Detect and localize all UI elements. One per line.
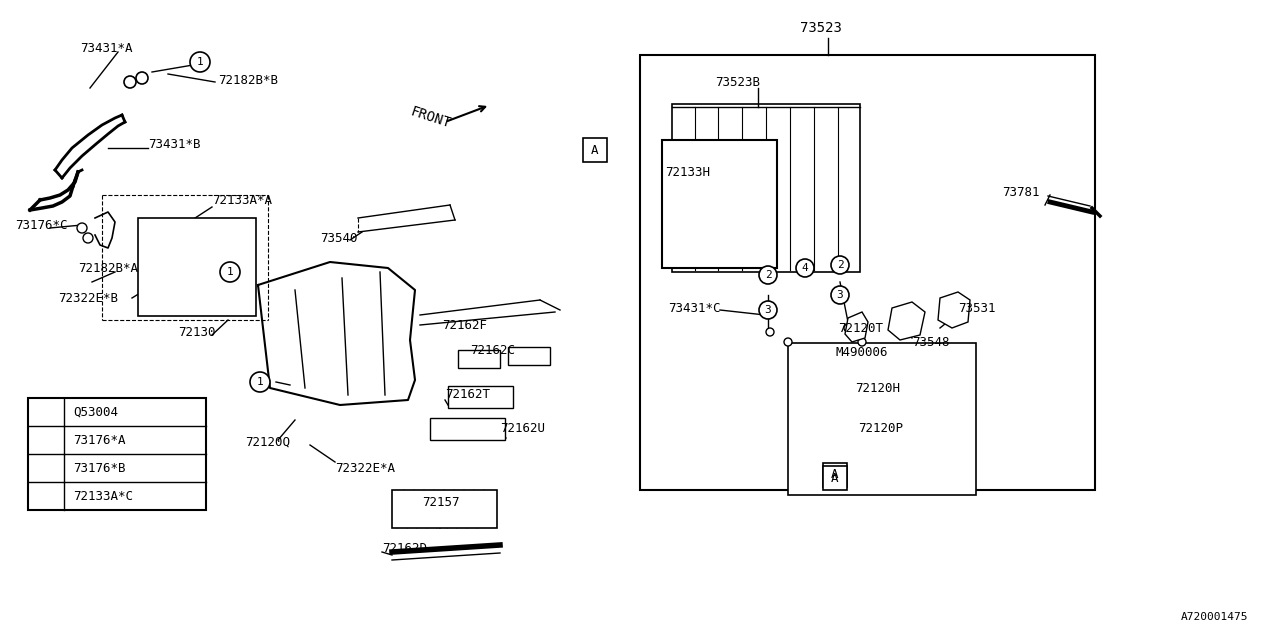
Circle shape bbox=[189, 52, 210, 72]
Bar bbox=[672, 104, 860, 272]
Text: 1: 1 bbox=[197, 57, 204, 67]
Text: 72133A*A: 72133A*A bbox=[212, 193, 273, 207]
Text: 3: 3 bbox=[764, 305, 772, 315]
Text: 72182B*A: 72182B*A bbox=[78, 262, 138, 275]
Circle shape bbox=[36, 458, 56, 478]
Text: 72120Q: 72120Q bbox=[244, 435, 291, 449]
Circle shape bbox=[220, 262, 241, 282]
Circle shape bbox=[858, 338, 867, 346]
Bar bbox=[823, 463, 847, 487]
Text: 72157: 72157 bbox=[422, 495, 460, 509]
Text: 73540: 73540 bbox=[320, 232, 357, 244]
Text: 73176*A: 73176*A bbox=[73, 433, 125, 447]
Text: 72162F: 72162F bbox=[442, 319, 486, 332]
Text: 3: 3 bbox=[837, 290, 844, 300]
Bar bbox=[508, 347, 550, 365]
Text: 4: 4 bbox=[801, 263, 809, 273]
Text: 72120P: 72120P bbox=[858, 422, 902, 435]
Circle shape bbox=[250, 372, 270, 392]
Text: 73431*C: 73431*C bbox=[668, 301, 721, 314]
Bar bbox=[448, 386, 513, 408]
Text: 72322E*B: 72322E*B bbox=[58, 291, 118, 305]
Bar bbox=[28, 398, 206, 510]
Text: 72182B*B: 72182B*B bbox=[218, 74, 278, 86]
Bar bbox=[138, 218, 256, 316]
Circle shape bbox=[844, 324, 852, 332]
Circle shape bbox=[36, 430, 56, 450]
Bar bbox=[823, 466, 847, 490]
Text: 3: 3 bbox=[42, 463, 50, 473]
Circle shape bbox=[765, 328, 774, 336]
Polygon shape bbox=[888, 302, 925, 340]
Circle shape bbox=[759, 301, 777, 319]
Text: A720001475: A720001475 bbox=[1180, 612, 1248, 622]
Bar bbox=[430, 418, 506, 440]
Text: 73176*C: 73176*C bbox=[15, 218, 68, 232]
Text: 72120T: 72120T bbox=[838, 321, 883, 335]
Text: 73431*A: 73431*A bbox=[81, 42, 133, 54]
Bar bbox=[788, 343, 977, 495]
Text: 72130: 72130 bbox=[178, 326, 215, 339]
Bar bbox=[458, 350, 500, 368]
Circle shape bbox=[36, 486, 56, 506]
Circle shape bbox=[83, 233, 93, 243]
Bar bbox=[640, 55, 1094, 490]
Text: 1: 1 bbox=[256, 377, 264, 387]
Text: 73176*B: 73176*B bbox=[73, 461, 125, 474]
Text: 72162D: 72162D bbox=[381, 541, 428, 554]
Text: 72162T: 72162T bbox=[445, 388, 490, 401]
Text: 72162C: 72162C bbox=[470, 344, 515, 356]
Text: Q53004: Q53004 bbox=[73, 406, 118, 419]
Text: A: A bbox=[591, 143, 599, 157]
Text: FRONT: FRONT bbox=[408, 105, 452, 131]
Circle shape bbox=[796, 259, 814, 277]
Text: 73548: 73548 bbox=[913, 335, 950, 349]
Text: M490006: M490006 bbox=[835, 346, 887, 358]
Circle shape bbox=[36, 402, 56, 422]
Circle shape bbox=[136, 72, 148, 84]
Circle shape bbox=[124, 76, 136, 88]
Text: 72120H: 72120H bbox=[855, 381, 900, 394]
Circle shape bbox=[831, 256, 849, 274]
Text: 73523: 73523 bbox=[800, 21, 842, 35]
Text: A: A bbox=[831, 468, 838, 481]
Text: 2: 2 bbox=[42, 435, 50, 445]
Text: A: A bbox=[831, 472, 838, 484]
Bar bbox=[392, 490, 497, 528]
Text: 2: 2 bbox=[764, 270, 772, 280]
Text: 72322E*A: 72322E*A bbox=[335, 461, 396, 474]
Circle shape bbox=[785, 338, 792, 346]
Polygon shape bbox=[938, 292, 970, 328]
Text: 73531: 73531 bbox=[957, 301, 996, 314]
Bar bbox=[662, 140, 777, 268]
Text: 1: 1 bbox=[227, 267, 233, 277]
Text: 72162U: 72162U bbox=[500, 422, 545, 435]
Circle shape bbox=[759, 266, 777, 284]
Circle shape bbox=[77, 223, 87, 233]
Text: 72133A*C: 72133A*C bbox=[73, 490, 133, 502]
Polygon shape bbox=[845, 312, 868, 342]
Bar bbox=[582, 138, 607, 162]
Text: 2: 2 bbox=[837, 260, 844, 270]
Text: 73431*B: 73431*B bbox=[148, 138, 201, 150]
Text: 72133H: 72133H bbox=[666, 166, 710, 179]
Circle shape bbox=[831, 286, 849, 304]
Text: 73781: 73781 bbox=[1002, 186, 1039, 198]
Text: 4: 4 bbox=[42, 491, 50, 501]
Text: 73523B: 73523B bbox=[716, 76, 760, 88]
Text: 1: 1 bbox=[42, 407, 50, 417]
